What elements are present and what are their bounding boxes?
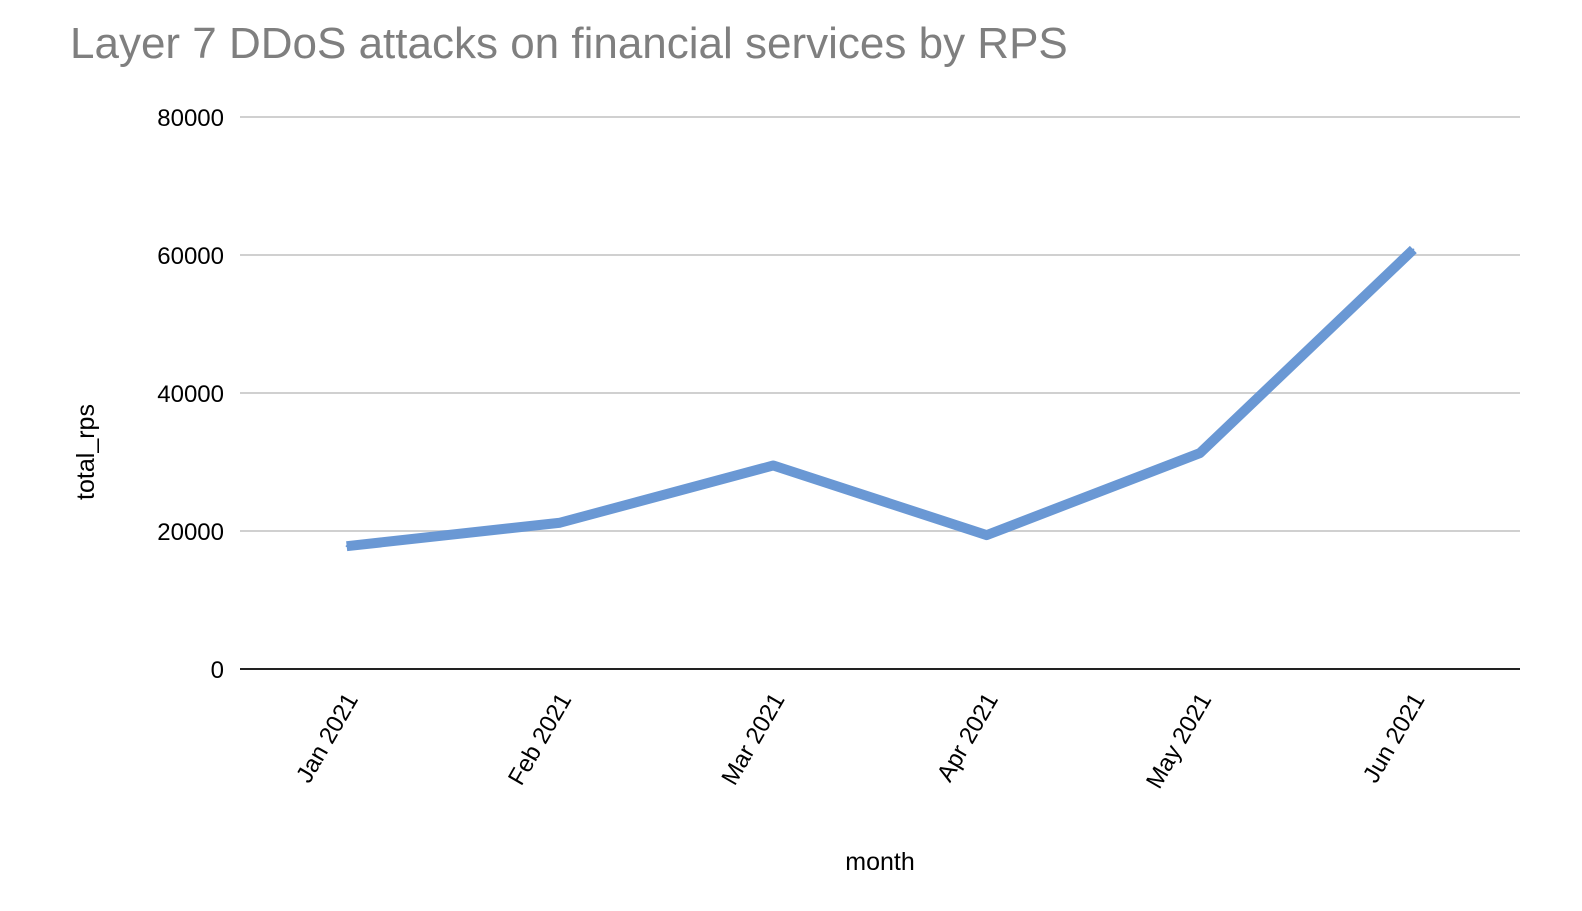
y-tick-label: 60000 — [157, 243, 224, 270]
x-tick-label: Feb 2021 — [503, 689, 577, 790]
data-point — [345, 545, 348, 548]
series-line — [346, 245, 1417, 552]
chart-title: Layer 7 DDoS attacks on financial servic… — [70, 19, 1068, 68]
series-layer — [345, 245, 1417, 552]
y-axis-ticks: 0 20000 40000 60000 80000 — [157, 105, 224, 684]
x-axis-ticks: Jan 2021 Feb 2021 Mar 2021 Apr 2021 May 2021… — [291, 689, 1430, 794]
x-tick-label: Mar 2021 — [716, 689, 790, 790]
x-tick-label: Jan 2021 — [291, 689, 364, 788]
y-tick-label: 20000 — [157, 519, 224, 546]
y-tick-label: 40000 — [157, 381, 224, 408]
x-tick-label: Jun 2021 — [1358, 689, 1431, 788]
gridlines — [240, 116, 1520, 670]
data-point — [772, 464, 775, 467]
x-axis-label: month — [845, 848, 914, 876]
x-tick-label: Apr 2021 — [932, 689, 1004, 787]
x-tick-label: May 2021 — [1141, 689, 1217, 794]
y-tick-label: 80000 — [157, 105, 224, 132]
data-point — [1199, 452, 1201, 455]
data-point — [559, 521, 561, 524]
y-tick-label: 0 — [211, 657, 224, 684]
y-axis-label: total_rps — [72, 404, 100, 500]
data-point — [1412, 248, 1415, 251]
data-point — [985, 534, 988, 537]
